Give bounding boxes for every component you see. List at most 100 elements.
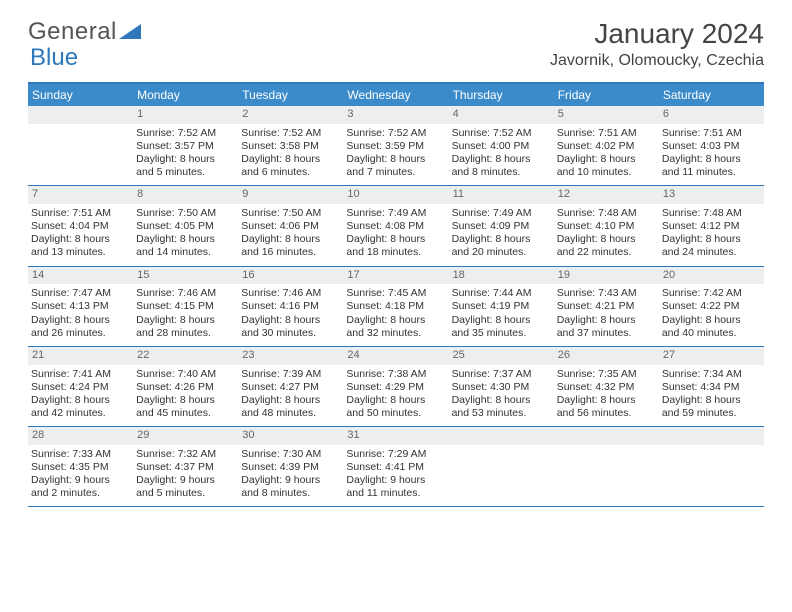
- day-cell: 17Sunrise: 7:45 AMSunset: 4:18 PMDayligh…: [343, 267, 448, 346]
- sunset-text: Sunset: 4:29 PM: [346, 381, 445, 394]
- sunset-text: Sunset: 4:30 PM: [452, 381, 551, 394]
- dl1-text: Daylight: 8 hours: [31, 394, 130, 407]
- sunset-text: Sunset: 4:06 PM: [241, 220, 340, 233]
- dl2-text: and 28 minutes.: [136, 327, 235, 340]
- week-row: 14Sunrise: 7:47 AMSunset: 4:13 PMDayligh…: [28, 267, 764, 347]
- day-number: 19: [554, 267, 659, 285]
- day-number-bar: [28, 106, 133, 124]
- dl2-text: and 11 minutes.: [662, 166, 761, 179]
- sunset-text: Sunset: 4:15 PM: [136, 300, 235, 313]
- sunset-text: Sunset: 4:41 PM: [346, 461, 445, 474]
- dl2-text: and 42 minutes.: [31, 407, 130, 420]
- dl1-text: Daylight: 8 hours: [346, 153, 445, 166]
- dl1-text: Daylight: 8 hours: [346, 314, 445, 327]
- dl2-text: and 5 minutes.: [136, 487, 235, 500]
- day-cell: 26Sunrise: 7:35 AMSunset: 4:32 PMDayligh…: [554, 347, 659, 426]
- sunrise-text: Sunrise: 7:50 AM: [241, 207, 340, 220]
- weekday-header: Friday: [554, 84, 659, 106]
- sunrise-text: Sunrise: 7:51 AM: [662, 127, 761, 140]
- weekday-header: Wednesday: [343, 84, 448, 106]
- sunset-text: Sunset: 3:58 PM: [241, 140, 340, 153]
- weekday-header-row: Sunday Monday Tuesday Wednesday Thursday…: [28, 84, 764, 106]
- brand-triangle-icon: [119, 21, 141, 44]
- dl2-text: and 6 minutes.: [241, 166, 340, 179]
- sunrise-text: Sunrise: 7:44 AM: [452, 287, 551, 300]
- week-row: 1Sunrise: 7:52 AMSunset: 3:57 PMDaylight…: [28, 106, 764, 186]
- day-number: 13: [659, 186, 764, 204]
- sunrise-text: Sunrise: 7:29 AM: [346, 448, 445, 461]
- dl1-text: Daylight: 8 hours: [136, 153, 235, 166]
- sunrise-text: Sunrise: 7:45 AM: [346, 287, 445, 300]
- sunset-text: Sunset: 4:02 PM: [557, 140, 656, 153]
- sunrise-text: Sunrise: 7:46 AM: [241, 287, 340, 300]
- week-row: 28Sunrise: 7:33 AMSunset: 4:35 PMDayligh…: [28, 427, 764, 507]
- dl2-text: and 7 minutes.: [346, 166, 445, 179]
- dl1-text: Daylight: 9 hours: [346, 474, 445, 487]
- day-cell: 19Sunrise: 7:43 AMSunset: 4:21 PMDayligh…: [554, 267, 659, 346]
- day-cell: 28Sunrise: 7:33 AMSunset: 4:35 PMDayligh…: [28, 427, 133, 506]
- dl1-text: Daylight: 8 hours: [241, 233, 340, 246]
- day-cell: 18Sunrise: 7:44 AMSunset: 4:19 PMDayligh…: [449, 267, 554, 346]
- month-title: January 2024: [550, 18, 764, 50]
- day-number: 27: [659, 347, 764, 365]
- day-cell: 4Sunrise: 7:52 AMSunset: 4:00 PMDaylight…: [449, 106, 554, 185]
- day-number: 26: [554, 347, 659, 365]
- day-cell: 6Sunrise: 7:51 AMSunset: 4:03 PMDaylight…: [659, 106, 764, 185]
- sunset-text: Sunset: 4:26 PM: [136, 381, 235, 394]
- day-cell: 22Sunrise: 7:40 AMSunset: 4:26 PMDayligh…: [133, 347, 238, 426]
- day-cell: 15Sunrise: 7:46 AMSunset: 4:15 PMDayligh…: [133, 267, 238, 346]
- dl2-text: and 11 minutes.: [346, 487, 445, 500]
- day-cell: 1Sunrise: 7:52 AMSunset: 3:57 PMDaylight…: [133, 106, 238, 185]
- day-number-bar: [659, 427, 764, 445]
- calendar-grid: Sunday Monday Tuesday Wednesday Thursday…: [28, 82, 764, 507]
- dl1-text: Daylight: 8 hours: [241, 314, 340, 327]
- dl1-text: Daylight: 9 hours: [31, 474, 130, 487]
- dl2-text: and 5 minutes.: [136, 166, 235, 179]
- day-number: 21: [28, 347, 133, 365]
- sunset-text: Sunset: 4:21 PM: [557, 300, 656, 313]
- day-cell: 10Sunrise: 7:49 AMSunset: 4:08 PMDayligh…: [343, 186, 448, 265]
- day-number: 12: [554, 186, 659, 204]
- dl2-text: and 10 minutes.: [557, 166, 656, 179]
- dl2-text: and 13 minutes.: [31, 246, 130, 259]
- day-cell: 29Sunrise: 7:32 AMSunset: 4:37 PMDayligh…: [133, 427, 238, 506]
- dl2-text: and 30 minutes.: [241, 327, 340, 340]
- sunrise-text: Sunrise: 7:49 AM: [452, 207, 551, 220]
- dl1-text: Daylight: 8 hours: [452, 314, 551, 327]
- day-number: 2: [238, 106, 343, 124]
- brand-text-2: Blue: [30, 44, 78, 72]
- sunset-text: Sunset: 4:16 PM: [241, 300, 340, 313]
- day-cell: [28, 106, 133, 185]
- sunrise-text: Sunrise: 7:39 AM: [241, 368, 340, 381]
- sunrise-text: Sunrise: 7:40 AM: [136, 368, 235, 381]
- dl1-text: Daylight: 8 hours: [557, 394, 656, 407]
- weekday-header: Thursday: [449, 84, 554, 106]
- sunrise-text: Sunrise: 7:33 AM: [31, 448, 130, 461]
- dl1-text: Daylight: 8 hours: [557, 153, 656, 166]
- sunrise-text: Sunrise: 7:38 AM: [346, 368, 445, 381]
- weekday-header: Saturday: [659, 84, 764, 106]
- dl1-text: Daylight: 8 hours: [31, 233, 130, 246]
- dl1-text: Daylight: 8 hours: [662, 314, 761, 327]
- day-number-bar: [554, 427, 659, 445]
- dl2-text: and 14 minutes.: [136, 246, 235, 259]
- day-cell: 3Sunrise: 7:52 AMSunset: 3:59 PMDaylight…: [343, 106, 448, 185]
- weekday-header: Sunday: [28, 84, 133, 106]
- sunset-text: Sunset: 4:39 PM: [241, 461, 340, 474]
- sunrise-text: Sunrise: 7:51 AM: [557, 127, 656, 140]
- dl1-text: Daylight: 8 hours: [241, 394, 340, 407]
- dl2-text: and 32 minutes.: [346, 327, 445, 340]
- day-number: 14: [28, 267, 133, 285]
- sunset-text: Sunset: 4:04 PM: [31, 220, 130, 233]
- dl1-text: Daylight: 8 hours: [557, 233, 656, 246]
- day-number: 22: [133, 347, 238, 365]
- dl2-text: and 2 minutes.: [31, 487, 130, 500]
- dl1-text: Daylight: 8 hours: [452, 153, 551, 166]
- day-number: 25: [449, 347, 554, 365]
- dl2-text: and 45 minutes.: [136, 407, 235, 420]
- day-number: 30: [238, 427, 343, 445]
- dl1-text: Daylight: 8 hours: [452, 233, 551, 246]
- sunset-text: Sunset: 4:37 PM: [136, 461, 235, 474]
- dl1-text: Daylight: 8 hours: [136, 233, 235, 246]
- day-cell: 8Sunrise: 7:50 AMSunset: 4:05 PMDaylight…: [133, 186, 238, 265]
